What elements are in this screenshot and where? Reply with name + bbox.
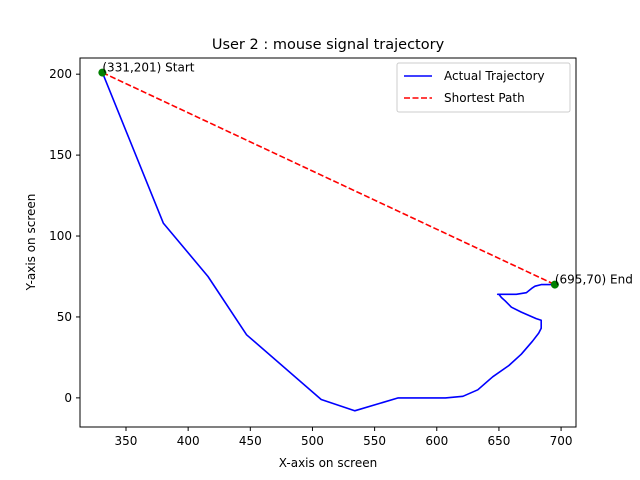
legend-box	[396, 62, 571, 113]
x-axis-ticks: 350 400 450 500 550 600 650 700	[115, 427, 573, 448]
y-tick-label: 200	[49, 67, 72, 81]
annotation-layer: (331,201) Start (695,70) End	[102, 61, 632, 287]
actual-trajectory-line	[101, 72, 555, 412]
plot-area	[98, 68, 559, 412]
legend-label: Actual Trajectory	[444, 69, 545, 83]
axes-frame	[79, 57, 577, 428]
x-tick-label: 700	[550, 434, 573, 448]
series-layer	[101, 71, 556, 412]
y-tick-label: 50	[57, 310, 72, 324]
y-tick-label: 150	[49, 148, 72, 162]
legend-label: Shortest Path	[444, 91, 525, 105]
x-tick-label: 550	[363, 434, 386, 448]
x-tick-label: 650	[487, 434, 510, 448]
shortest-path-line	[102, 71, 556, 286]
chart-title: User 2 : mouse signal trajectory	[212, 37, 445, 53]
marker-layer	[98, 68, 559, 289]
y-tick-label: 100	[49, 229, 72, 243]
y-axis-ticks: 0 50 100 150 200	[49, 67, 80, 405]
end-annotation: (695,70) End	[555, 273, 633, 287]
legend: Actual Trajectory Shortest Path	[396, 62, 571, 113]
x-tick-label: 500	[301, 434, 324, 448]
y-tick-label: 0	[64, 391, 72, 405]
x-tick-label: 400	[177, 434, 200, 448]
x-tick-label: 600	[425, 434, 448, 448]
x-axis-label: X-axis on screen	[279, 456, 377, 470]
y-axis-label: Y-axis on screen	[24, 194, 38, 292]
start-marker	[98, 68, 107, 77]
end-marker	[550, 280, 559, 289]
x-tick-label: 350	[115, 434, 138, 448]
x-tick-label: 450	[239, 434, 262, 448]
legend-entries: Actual Trajectory Shortest Path	[404, 69, 545, 105]
start-annotation: (331,201) Start	[102, 61, 194, 75]
